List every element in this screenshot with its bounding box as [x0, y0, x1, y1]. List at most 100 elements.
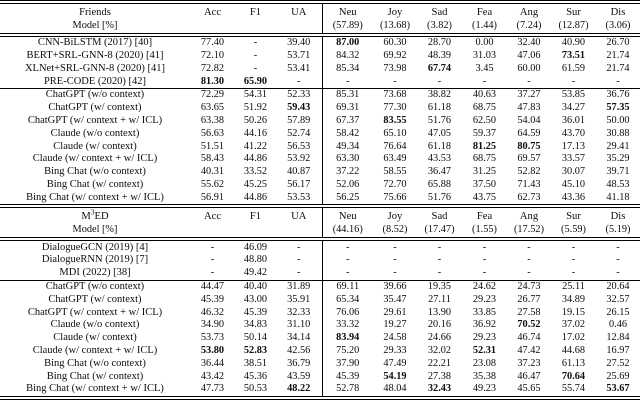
table-row: BERT+SRL-GNN-8 (2020) [41] 72.10 - 53.71 84.…	[0, 49, 640, 63]
value-cell: -	[393, 254, 397, 266]
metric-label-spacer	[235, 223, 276, 236]
value-cell: 56.91	[200, 191, 225, 203]
value-cell: 48.80	[243, 254, 268, 266]
value-cell: 72.70	[383, 178, 407, 190]
metric-column-header: UA	[276, 208, 322, 239]
metric-label: F1	[249, 7, 262, 18]
model-name-cell: Bing Chat (w/ context + w/ ICL)	[26, 191, 164, 203]
value-cell: 60.30	[383, 37, 407, 49]
table-row: ChatGPT (w/ context + w/ ICL) 46.32 45.39 3…	[0, 306, 640, 320]
value-cell: 49.23	[472, 383, 497, 395]
value-cell: -	[393, 267, 397, 279]
value-cell: 37.23	[517, 357, 541, 369]
value-cell: 43.75	[472, 191, 497, 203]
table-row: ChatGPT (w/o context) 44.47 40.40 31.89 69.1…	[0, 280, 640, 294]
dataset-name: Friends	[0, 6, 190, 19]
value-cell: 46.32	[200, 306, 225, 318]
emotion-label: Joy	[387, 7, 403, 18]
emotion-label: Ang	[519, 7, 539, 18]
metric-column-header: F1	[235, 2, 276, 35]
value-cell: 65.90	[243, 75, 268, 87]
value-cell: 35.29	[606, 153, 630, 165]
value-cell: 39.40	[287, 37, 311, 49]
value-cell: 45.39	[243, 306, 268, 318]
llm-section: ChatGPT (w/o context) 44.47 40.40 31.89 69.1…	[0, 280, 640, 398]
value-cell: 24.62	[472, 280, 497, 292]
emotion-column-header: Sad (3.82)	[417, 2, 462, 35]
value-cell: -	[616, 254, 620, 266]
table-row: Claude (w/ context + w/ ICL) 58.43 44.86 53…	[0, 153, 640, 166]
model-name-cell: Bing Chat (w/o context)	[44, 166, 146, 178]
value-cell: 53.80	[200, 344, 225, 356]
value-cell: 56.63	[200, 127, 225, 139]
value-cell: 61.59	[561, 62, 586, 74]
value-cell: -	[253, 49, 258, 61]
table-row: Bing Chat (w/ context + w/ ICL) 56.91 44.8…	[0, 191, 640, 207]
value-cell: 36.92	[472, 319, 497, 331]
value-cell: 24.58	[383, 332, 407, 344]
value-cell: 37.27	[517, 89, 541, 101]
value-cell: 73.98	[383, 62, 407, 74]
value-cell: 25.69	[606, 370, 630, 382]
value-cell: 59.43	[287, 102, 311, 114]
value-cell: 19.35	[427, 280, 452, 292]
table-row: CNN-BiLSTM (2017) [40] 77.40 - 39.40 87.00 60…	[0, 35, 640, 50]
table-row: MDI (2022) [38] - 49.42 - - - - - - - -	[0, 266, 640, 281]
value-cell: 38.51	[243, 357, 268, 369]
value-cell: -	[253, 37, 258, 49]
value-cell: 34.83	[243, 319, 268, 331]
value-cell: 77.30	[383, 102, 407, 114]
dataset-name: M3ED	[0, 209, 190, 223]
value-cell: 68.75	[472, 153, 497, 165]
baseline-section: DialogueGCN (2019) [4] -46.09- - - - - - - - Dial…	[0, 239, 640, 281]
value-cell: 52.31	[472, 344, 497, 356]
value-cell: -	[321, 75, 373, 89]
m3ed-results-table: M3ED Model [%] Acc F1 UA Neu (44.16) Joy (8.52) S…	[0, 208, 640, 400]
value-cell: 29.41	[606, 140, 630, 152]
value-cell: 73.51	[561, 49, 586, 61]
value-cell: 48.04	[383, 383, 407, 395]
metric-label: UA	[291, 7, 307, 18]
dataset-model-header: Friends Model [%]	[0, 2, 190, 35]
value-cell: -	[616, 267, 620, 279]
value-cell: -	[482, 267, 487, 279]
value-cell: 33.52	[243, 166, 268, 178]
value-cell: 34.90	[200, 319, 225, 331]
value-cell: 43.36	[561, 191, 586, 203]
value-cell: 81.30	[200, 75, 225, 87]
model-name-cell: ChatGPT (w/ context + w/ ICL)	[27, 306, 163, 318]
value-cell: 56.53	[287, 140, 311, 152]
value-cell: 54.04	[517, 114, 541, 126]
emotion-label: Fea	[476, 211, 493, 223]
value-cell: 30.88	[606, 127, 630, 139]
value-cell: 53.71	[287, 49, 311, 61]
value-cell: 34.14	[287, 332, 311, 344]
value-cell: 19.15	[561, 306, 586, 318]
value-cell: 81.25	[472, 140, 497, 152]
value-cell: 53.53	[287, 191, 311, 203]
emotion-label: Dis	[610, 211, 626, 223]
value-cell: 27.11	[428, 293, 451, 305]
value-cell: 44.16	[243, 127, 268, 139]
model-name-cell: Claude (w/ context + w/ ICL)	[32, 344, 158, 356]
value-cell: 33.85	[472, 306, 497, 318]
value-cell: 0.46	[608, 319, 628, 331]
value-cell: 48.39	[427, 49, 452, 61]
model-unit-label: Model [%]	[72, 20, 118, 31]
emotion-column-header: Dis (3.06)	[596, 2, 640, 35]
emotion-column-header: Dis (5.19)	[596, 208, 640, 239]
value-cell: 43.59	[287, 370, 311, 382]
value-cell: 63.49	[383, 153, 407, 165]
value-cell: 46.74	[517, 332, 541, 344]
metric-column-header: F1	[235, 208, 276, 239]
value-cell: 34.89	[561, 293, 586, 305]
value-cell: -	[527, 267, 531, 279]
model-name-cell: MDI (2022) [38]	[59, 267, 131, 279]
value-cell: -	[482, 75, 487, 87]
value-cell: 40.90	[561, 37, 586, 49]
value-cell: 53.85	[561, 89, 586, 101]
value-cell: 36.47	[427, 166, 452, 178]
model-name-cell: ChatGPT (w/ context + w/ ICL)	[27, 114, 163, 126]
value-cell: 56.25	[321, 191, 373, 207]
